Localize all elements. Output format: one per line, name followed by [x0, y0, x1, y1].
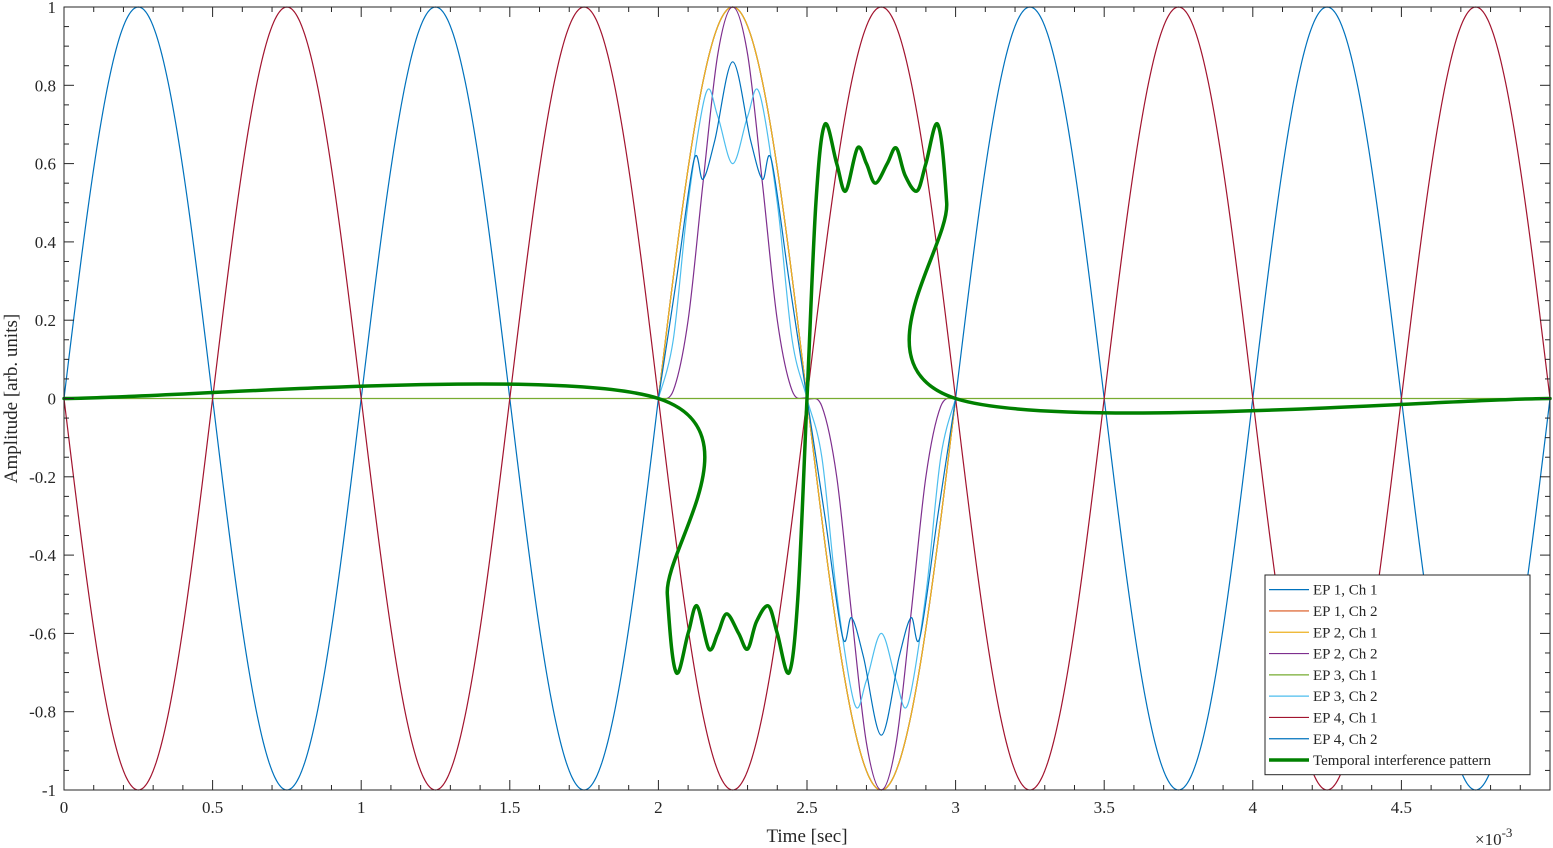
series-line-temporal-interference-pattern: [62, 122, 1552, 675]
legend-label: Temporal interference pattern: [1313, 753, 1492, 769]
legend-label: EP 2, Ch 1: [1313, 625, 1377, 641]
legend-label: EP 3, Ch 1: [1313, 668, 1377, 684]
legend-label: EP 3, Ch 2: [1313, 689, 1377, 705]
y-tick-label: -0.4: [29, 546, 56, 565]
legend: EP 1, Ch 1 EP 1, Ch 2 EP 2, Ch 1 EP 2, Ch 2…: [1264, 574, 1531, 776]
x-tick-label: 1.5: [499, 798, 520, 817]
x-tick-label: 3.5: [1094, 798, 1115, 817]
x-tick-label: 0.5: [202, 798, 223, 817]
y-tick-label: -0.8: [29, 703, 56, 722]
x-axis-label: Time [sec]: [766, 826, 847, 847]
y-tick-label: 1: [48, 0, 57, 17]
x-tick-label: 4.5: [1391, 798, 1412, 817]
y-axis-ticks: -1 -0.8 -0.6 -0.4 -0.2 0 0.2 0.4 0.6 0.8 1: [29, 0, 1550, 800]
y-tick-label: -0.2: [29, 468, 56, 487]
x-axis-exponent-power: -3: [1502, 825, 1513, 840]
legend-label: EP 1, Ch 2: [1313, 604, 1377, 620]
x-axis-exponent: ×10-3: [1475, 825, 1512, 848]
x-tick-label: 0: [60, 798, 69, 817]
y-tick-label: -1: [42, 781, 56, 800]
y-tick-label: 0.2: [35, 311, 56, 330]
legend-label: EP 4, Ch 2: [1313, 732, 1377, 748]
y-tick-label: 0.8: [35, 76, 56, 95]
legend-box: [1264, 574, 1531, 776]
y-tick-label: -0.6: [29, 624, 56, 643]
x-tick-label: 3: [951, 798, 960, 817]
x-tick-label: 2.5: [796, 798, 817, 817]
plot-area: 0 0.5 1 1.5 2 2.5 3 3.5 4 4.5 -1-0.8-0.6-0.4-0.20…: [29, 0, 1552, 817]
y-tick-label: 0.4: [35, 233, 57, 252]
x-axis-ticks: 0 0.5 1 1.5 2 2.5 3 3.5 4 4.5: [60, 7, 1521, 817]
y-tick-label: 0: [48, 390, 57, 409]
legend-label: EP 2, Ch 2: [1313, 647, 1377, 663]
x-tick-label: 2: [654, 798, 663, 817]
x-axis-exponent-base: ×10: [1475, 830, 1502, 848]
x-tick-label: 4: [1249, 798, 1258, 817]
y-axis-label: Amplitude [arb. units]: [1, 314, 22, 483]
y-tick-label: 0.6: [35, 155, 56, 174]
legend-label: EP 4, Ch 1: [1313, 710, 1377, 726]
x-tick-label: 1: [357, 798, 366, 817]
legend-label: EP 1, Ch 1: [1313, 583, 1377, 599]
